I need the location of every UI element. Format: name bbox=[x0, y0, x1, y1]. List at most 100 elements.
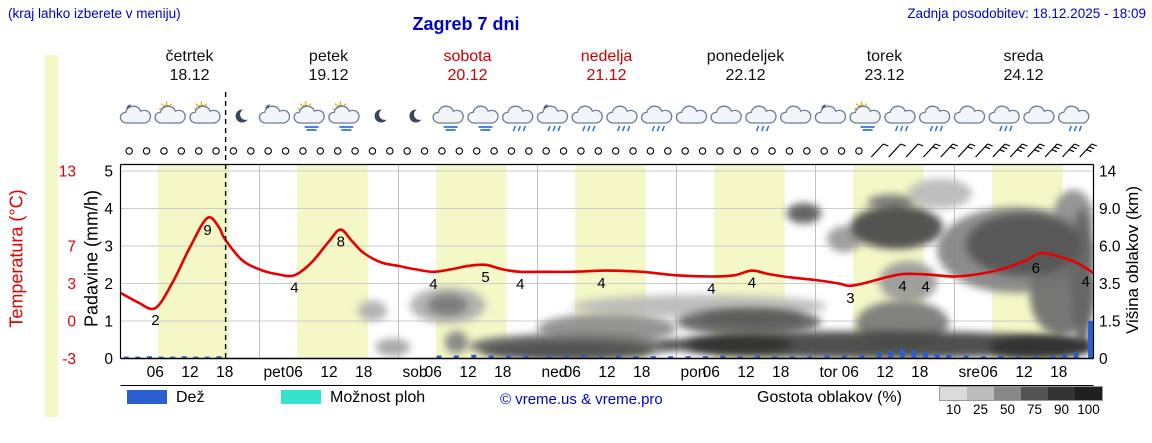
hour-tick: 06 bbox=[981, 364, 998, 381]
wind-calm-icon bbox=[455, 147, 464, 155]
weather-icon-sun-cloud bbox=[189, 101, 221, 124]
precip-bar bbox=[1033, 355, 1039, 359]
hour-tick: 06 bbox=[842, 364, 859, 381]
wind-calm-icon bbox=[142, 147, 151, 155]
day-name: nedelja bbox=[580, 48, 633, 65]
precip-bar bbox=[737, 356, 743, 359]
day-name: sobota bbox=[443, 48, 492, 65]
density-tick-label: 100 bbox=[1077, 402, 1100, 417]
wind-calm-icon bbox=[438, 147, 446, 155]
density-tick-label: 75 bbox=[1026, 402, 1043, 417]
day-header: petek 19.12 bbox=[259, 47, 398, 85]
day-date: 22.12 bbox=[725, 67, 766, 84]
precip-bar bbox=[841, 355, 847, 359]
precip-bar bbox=[998, 355, 1004, 359]
density-tick-label: 10 bbox=[945, 402, 962, 417]
day-header: sobota 20.12 bbox=[398, 47, 537, 85]
weather-icon-drizzle bbox=[571, 105, 603, 132]
weather-icon-sun-sleet bbox=[849, 101, 881, 131]
precip-bar bbox=[888, 351, 894, 359]
temp-tick: 0 bbox=[67, 314, 76, 331]
precip-bar bbox=[181, 356, 187, 359]
precip-tick: 0 bbox=[104, 351, 113, 368]
temperature-curve bbox=[119, 215, 1095, 311]
wind-barb-icon bbox=[992, 143, 1011, 158]
temp-value-label: 9 bbox=[203, 222, 211, 239]
precip-tick: 1 bbox=[104, 314, 113, 331]
weather-icon-sun-sleet bbox=[293, 101, 325, 131]
day-date: 20.12 bbox=[447, 67, 488, 84]
cloud-blob bbox=[479, 341, 654, 359]
precip-bar bbox=[523, 355, 529, 359]
cloud-km-tick: 1.5 bbox=[1099, 314, 1121, 331]
wind-barb-icon bbox=[870, 143, 889, 158]
precip-bar bbox=[1088, 321, 1094, 359]
day-header: sreda 24.12 bbox=[954, 47, 1093, 85]
day-abbrev-tick: sob bbox=[403, 364, 428, 381]
precip-bar bbox=[633, 356, 639, 359]
precip-bar bbox=[581, 355, 587, 359]
precip-bar bbox=[668, 356, 674, 359]
hour-tick: 12 bbox=[876, 364, 893, 381]
daylight-band bbox=[436, 164, 507, 359]
precip-tick: 2 bbox=[104, 276, 113, 293]
precip-bar bbox=[772, 356, 778, 359]
precip-bar bbox=[506, 355, 512, 359]
density-swatch bbox=[1021, 387, 1048, 400]
cloud-density-ticks: 10 25 50 75 90 100 bbox=[940, 402, 1102, 417]
wind-calm-icon bbox=[646, 147, 655, 155]
day-name: sreda bbox=[1003, 48, 1044, 65]
weather-icon-moon bbox=[409, 108, 425, 123]
copyright-link[interactable]: © vreme.us & vreme.pro bbox=[500, 391, 663, 408]
left-accent-strip bbox=[45, 55, 58, 417]
wind-calm-icon bbox=[351, 147, 359, 155]
precip-bar bbox=[193, 356, 199, 359]
precip-bar bbox=[546, 356, 552, 359]
day-date: 24.12 bbox=[1003, 67, 1044, 84]
wind-barb-icon bbox=[1079, 143, 1098, 158]
cloud-km-tick: 6.0 bbox=[1099, 239, 1121, 256]
wind-calm-icon bbox=[194, 147, 203, 155]
density-swatch bbox=[1075, 387, 1102, 400]
wind-barb-icon bbox=[922, 143, 941, 158]
temp-value-label: 4 bbox=[290, 279, 298, 296]
day-abbrev-tick: tor bbox=[820, 364, 838, 381]
hour-tick: 18 bbox=[633, 364, 650, 381]
cloud-blob bbox=[357, 300, 387, 321]
hour-tick: 18 bbox=[772, 364, 789, 381]
precip-bar bbox=[789, 356, 795, 359]
rain-legend-swatch bbox=[127, 390, 167, 404]
temp-value-label: 4 bbox=[898, 278, 906, 295]
hour-tick: 06 bbox=[147, 364, 164, 381]
wind-calm-icon bbox=[785, 147, 794, 155]
y-axis-ticks: 5 4 3 2 1 0 13 7 3 0 -3 14 9.0 6.0 3.5 1.5 0 bbox=[59, 164, 1121, 369]
cloud-blob bbox=[427, 294, 468, 316]
daylight-band bbox=[158, 164, 229, 359]
cloud-density-layer bbox=[357, 178, 1094, 359]
temp-value-label: 8 bbox=[337, 234, 345, 251]
menu-hint-text: (kraj lahko izberete v meniju) bbox=[8, 6, 181, 21]
rain-legend-label: Dež bbox=[176, 389, 205, 406]
wind-calm-icon bbox=[229, 147, 238, 155]
density-swatch bbox=[940, 387, 967, 400]
hour-tick: 18 bbox=[1050, 364, 1067, 381]
precip-bar bbox=[598, 356, 604, 359]
wind-calm-icon bbox=[733, 147, 742, 155]
cloud-blob bbox=[444, 331, 468, 354]
precip-bar bbox=[934, 354, 940, 359]
precip-bar bbox=[1015, 356, 1021, 359]
wind-calm-icon bbox=[281, 147, 290, 155]
density-swatch bbox=[967, 387, 994, 400]
day-name: ponedeljek bbox=[706, 48, 785, 65]
day-date: 19.12 bbox=[308, 67, 349, 84]
day-date: 21.12 bbox=[586, 67, 627, 84]
showers-legend-label: Možnost ploh bbox=[330, 389, 426, 406]
precip-bar bbox=[135, 356, 141, 359]
precip-bar bbox=[946, 354, 952, 359]
weather-icon-moon-cloud bbox=[119, 104, 152, 124]
weather-icon-cloud bbox=[675, 105, 708, 124]
wind-calm-icon bbox=[299, 147, 307, 155]
